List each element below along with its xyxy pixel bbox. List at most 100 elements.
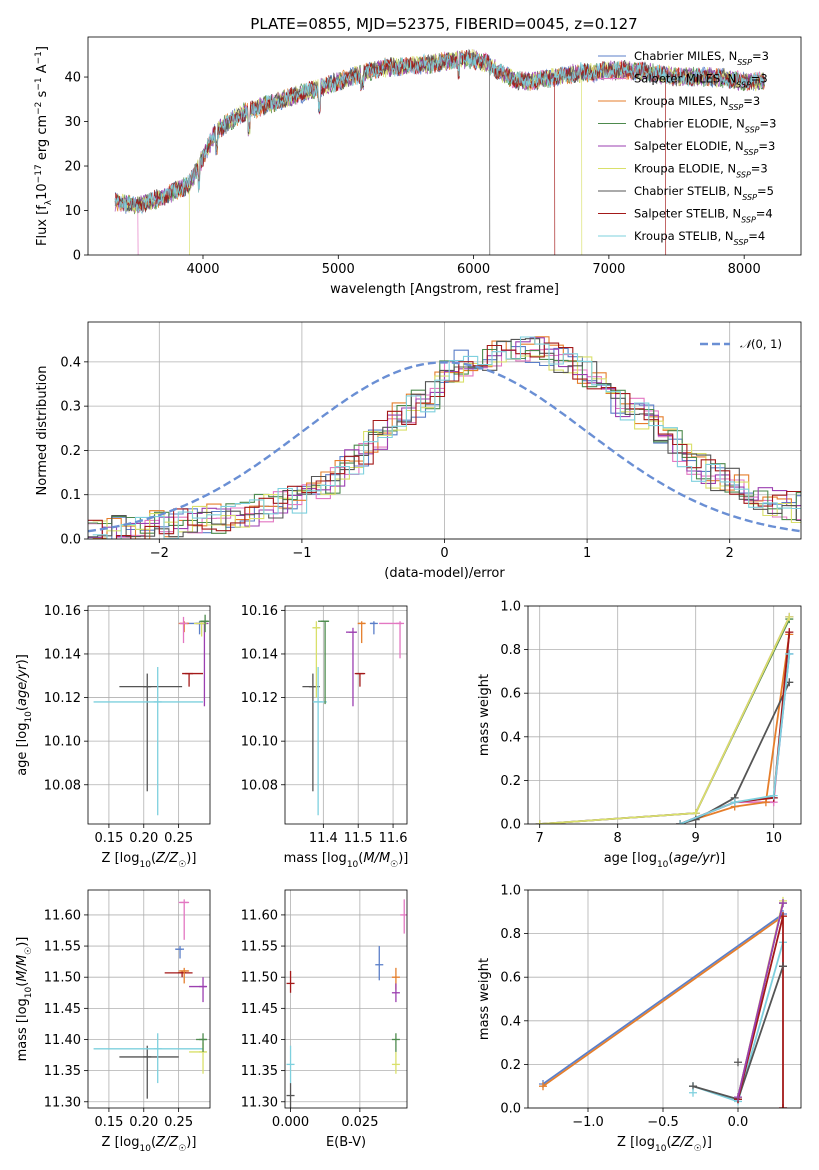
series-kroupa-elodie xyxy=(535,612,794,824)
plot-area-mass_vs_Z xyxy=(93,899,208,1099)
y-tick-label: 0.2 xyxy=(500,1058,521,1073)
legend-entry: Kroupa ELODIE, NSSP=3 xyxy=(634,162,768,180)
y-tick-label: 11.60 xyxy=(44,908,81,923)
errorbar-salpeter-miles xyxy=(179,616,188,644)
panel-mass_vs_ebv: 0.000 0.025 11.30 11.35 11.40 11.45 11.50 11.55… xyxy=(241,889,408,1150)
data-point xyxy=(539,1082,547,1091)
extra-marker xyxy=(779,962,787,971)
y-tick-label: 0.0 xyxy=(500,818,521,833)
errorbar-salpeter-elodie xyxy=(391,983,400,1003)
series-line xyxy=(542,915,784,1087)
x-tick-label: −1.0 xyxy=(572,1115,604,1130)
errorbar-chabrier-elodie xyxy=(391,1033,400,1052)
axes-frame xyxy=(527,605,802,825)
y-tick-label: 10.10 xyxy=(44,735,81,750)
x-tick-label: 0.25 xyxy=(164,1115,193,1130)
errorbar-salpeter-stelib xyxy=(182,672,204,687)
axes-frame xyxy=(527,889,802,1109)
y-tick-label: 11.50 xyxy=(44,971,81,986)
errorbar-kroupa-elodie xyxy=(312,621,321,698)
errorbar-salpeter-miles xyxy=(178,899,190,940)
panel-residuals: −2 −1 0 1 2 0.0 0.1 0.2 0.3 0.4 (data-model)/error… xyxy=(35,321,802,581)
data-point xyxy=(785,612,794,621)
x-axis-label: age [log10(age/yr)] xyxy=(604,851,726,870)
legend-entry: Salpeter MILES, NSSP=3 xyxy=(634,72,768,90)
extra-marker xyxy=(734,1058,742,1067)
errorbar-kroupa-stelib xyxy=(286,1045,295,1084)
x-tick-label: 0.20 xyxy=(129,831,158,846)
x-axis-label: wavelength [Angstrom, rest frame] xyxy=(330,282,559,297)
histogram-chabrier-stelib xyxy=(88,338,801,538)
y-tick-label: 11.45 xyxy=(44,1002,81,1017)
axes-frame xyxy=(87,605,211,825)
panel-mass_weight_vs_Z: −1.0 −0.5 0.0 0.0 0.2 0.4 0.6 0.8 1.0 Z [log10(Z/… xyxy=(477,884,802,1154)
errorbar-kroupa-miles xyxy=(357,621,366,644)
errorbar-salpeter-stelib xyxy=(286,970,295,993)
series-line xyxy=(737,902,784,1098)
errorbar-chabrier-stelib xyxy=(286,1083,295,1108)
errorbar-salpeter-miles xyxy=(379,621,405,659)
y-tick-label: 11.30 xyxy=(241,1095,278,1110)
y-axis-label: age [log10(age/yr)] xyxy=(15,654,34,776)
y-tick-label: 11.35 xyxy=(241,1064,278,1079)
y-tick-label: 0.8 xyxy=(500,643,521,658)
errorbar-kroupa-elodie xyxy=(193,621,207,637)
spectrum-line-kroupa-stelib xyxy=(114,52,765,215)
y-tick-label: 10 xyxy=(64,204,81,219)
data-point xyxy=(785,628,794,637)
series-line xyxy=(539,616,791,824)
y-tick-label: 11.55 xyxy=(44,940,81,955)
panel-age_vs_mass: 11.4 11.5 11.6 10.08 10.10 10.12 10.14 10.16 mas… xyxy=(241,604,409,870)
data-point xyxy=(785,649,794,658)
y-tick-label: 11.35 xyxy=(44,1064,81,1079)
x-tick-label: 9 xyxy=(692,831,700,846)
x-tick-label: 0.15 xyxy=(94,831,123,846)
plot-area-age_vs_mass xyxy=(302,620,405,816)
legend-entry: 𝒩(0, 1) xyxy=(740,337,782,351)
legend-entry: Chabrier STELIB, NSSP=5 xyxy=(634,184,774,202)
y-tick-label: 0.2 xyxy=(60,444,81,459)
histogram-salpeter-stelib xyxy=(88,342,801,539)
errorbar-salpeter-elodie xyxy=(346,627,357,707)
errorbar-chabrier-miles xyxy=(369,621,378,635)
data-point xyxy=(769,791,778,800)
y-tick-label: 11.50 xyxy=(241,971,278,986)
x-tick-label: 11.6 xyxy=(379,831,408,846)
y-axis-label: mass weight xyxy=(477,674,492,756)
series-chabrier-elodie xyxy=(535,615,794,824)
y-tick-label: 11.55 xyxy=(241,940,278,955)
plot-area-spectrum xyxy=(114,48,765,255)
plot-area-residuals xyxy=(88,336,801,539)
spectrum-title: PLATE=0855, MJD=52375, FIBERID=0045, z=0… xyxy=(250,15,637,33)
data-point xyxy=(676,820,685,824)
legend-entry: Chabrier MILES, NSSP=3 xyxy=(634,49,769,67)
y-tick-label: 10.16 xyxy=(241,604,278,619)
x-tick-label: 0.025 xyxy=(341,1115,378,1130)
errorbar-kroupa-stelib xyxy=(93,1033,204,1084)
data-point xyxy=(779,899,787,908)
y-tick-label: 0.0 xyxy=(500,1102,521,1117)
y-tick-label: 10.14 xyxy=(44,647,81,662)
series-salpeter-elodie xyxy=(535,612,794,824)
grid-mass_weight_vs_age xyxy=(528,605,801,825)
y-tick-label: 10.16 xyxy=(44,604,81,619)
y-tick-label: 1.0 xyxy=(500,884,521,899)
errorbar-chabrier-elodie xyxy=(199,614,210,633)
extra-marker xyxy=(689,1088,697,1097)
y-tick-label: 0.4 xyxy=(500,730,521,745)
y-tick-label: 10.14 xyxy=(241,647,278,662)
x-tick-label: 7000 xyxy=(592,262,625,277)
errorbar-chabrier-miles xyxy=(375,946,384,981)
x-tick-label: −0.5 xyxy=(647,1115,679,1130)
x-tick-label: 0.15 xyxy=(94,1115,123,1130)
y-tick-label: 11.30 xyxy=(44,1095,81,1110)
errorbar-chabrier-stelib xyxy=(302,673,320,792)
x-tick-label: −2 xyxy=(150,546,169,561)
x-tick-label: 11.4 xyxy=(309,831,338,846)
errorbar-kroupa-stelib xyxy=(93,667,204,816)
y-tick-label: 10.12 xyxy=(44,691,81,706)
y-tick-label: 20 xyxy=(64,160,81,175)
legend-entry: Salpeter STELIB, NSSP=4 xyxy=(634,207,773,225)
data-point xyxy=(730,798,739,807)
